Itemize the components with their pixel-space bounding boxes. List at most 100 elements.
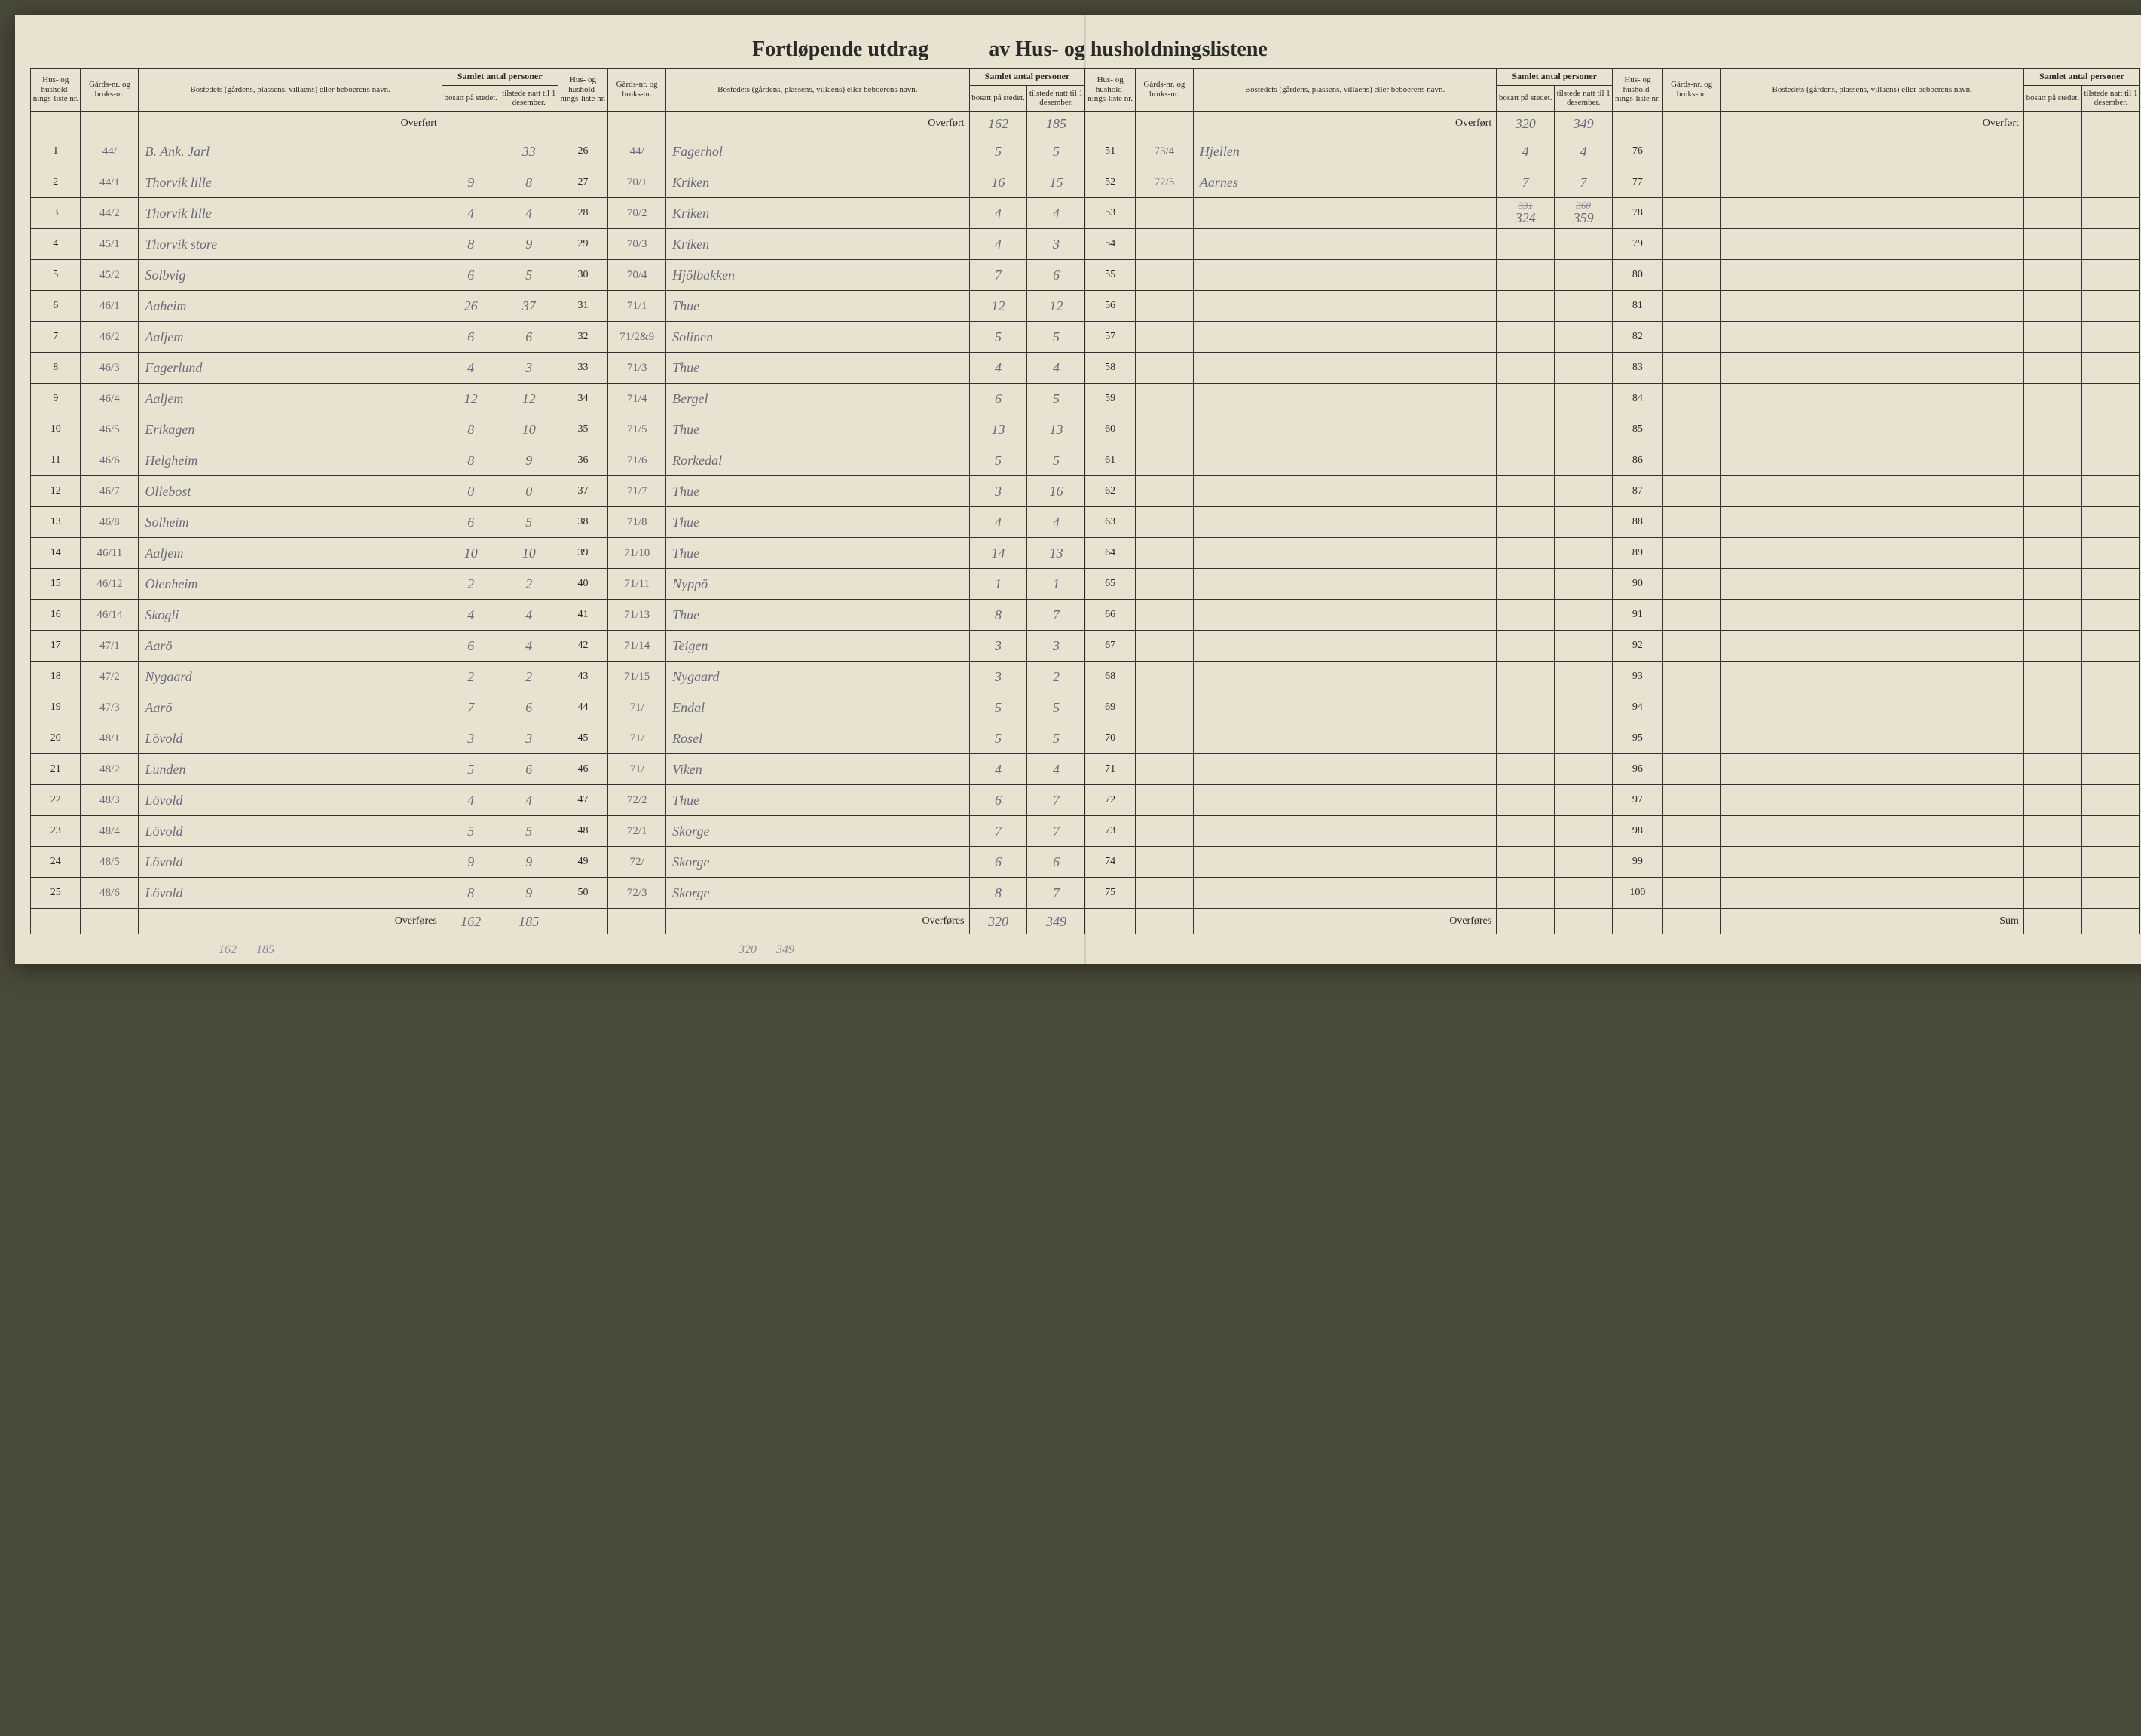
- cell-bosatt: 2: [442, 569, 500, 600]
- overfort-tilstede: 185: [1027, 112, 1085, 136]
- cell-bosatt: 6: [442, 322, 500, 353]
- cell-bosatt: [2023, 136, 2081, 167]
- row-number: 95: [1613, 723, 1662, 754]
- overfort-tilstede: [500, 112, 558, 136]
- overfores-tilstede: 185: [500, 909, 558, 935]
- row-number: 77: [1613, 167, 1662, 198]
- header-tilstede: tilstede natt til 1 desember.: [2081, 85, 2139, 111]
- row-number: 6: [31, 291, 81, 322]
- cell-bosatt: 4: [1497, 136, 1555, 167]
- row-number: 37: [558, 476, 607, 507]
- row-number: 82: [1613, 322, 1662, 353]
- row-number: 81: [1613, 291, 1662, 322]
- row-number: 68: [1085, 662, 1135, 692]
- cell-navn: [1720, 476, 2023, 507]
- cell-gards: 71/13: [608, 600, 666, 631]
- cell-tilstede: [2081, 538, 2139, 569]
- header-gards: Gårds-nr. og bruks-nr.: [608, 69, 666, 112]
- cell-bosatt: 4: [969, 507, 1027, 538]
- cell-bosatt: [1497, 476, 1555, 507]
- cell-gards: 72/: [608, 847, 666, 878]
- cell-gards: [1135, 816, 1193, 847]
- header-bosatt: bosatt på stedet.: [1497, 85, 1555, 111]
- cell-gards: [1135, 692, 1193, 723]
- cell-navn: Rorkedal: [666, 445, 969, 476]
- cell-tilstede: 16: [1027, 476, 1085, 507]
- cell-gards: [1135, 476, 1193, 507]
- cell-bosatt: 4: [969, 229, 1027, 260]
- row-number: 34: [558, 384, 607, 414]
- row-number: 48: [558, 816, 607, 847]
- row-number: 46: [558, 754, 607, 785]
- cell-gards: 47/1: [81, 631, 139, 662]
- cell-gards: 71/: [608, 692, 666, 723]
- cell-bosatt: 6: [442, 260, 500, 291]
- cell-navn: [1193, 353, 1496, 384]
- cell-gards: 44/2: [81, 198, 139, 229]
- cell-tilstede: 360359: [1555, 198, 1613, 229]
- cell-bosatt: 4: [442, 353, 500, 384]
- cell-bosatt: 7: [969, 260, 1027, 291]
- row-number: 59: [1085, 384, 1135, 414]
- cell-bosatt: [2023, 723, 2081, 754]
- cell-tilstede: 4: [500, 198, 558, 229]
- cell-bosatt: 4: [969, 198, 1027, 229]
- cell-bosatt: 10: [442, 538, 500, 569]
- cell-bosatt: [2023, 260, 2081, 291]
- cell-bosatt: 3: [969, 631, 1027, 662]
- cell-bosatt: [1497, 816, 1555, 847]
- cell-gards: 46/1: [81, 291, 139, 322]
- cell-gards: 72/1: [608, 816, 666, 847]
- cell-tilstede: 13: [1027, 414, 1085, 445]
- cell-gards: [1135, 445, 1193, 476]
- cell-bosatt: 6: [442, 507, 500, 538]
- cell-bosatt: 7: [1497, 167, 1555, 198]
- cell-navn: Viken: [666, 754, 969, 785]
- cell-bosatt: [2023, 291, 2081, 322]
- cell-gards: 71/11: [608, 569, 666, 600]
- row-number: 18: [31, 662, 81, 692]
- row-number: 91: [1613, 600, 1662, 631]
- cell-tilstede: 12: [500, 384, 558, 414]
- cell-navn: [1193, 878, 1496, 909]
- row-number: 65: [1085, 569, 1135, 600]
- cell-gards: 48/2: [81, 754, 139, 785]
- row-number: 83: [1613, 353, 1662, 384]
- overfores-bosatt: 162: [442, 909, 500, 935]
- cell-tilstede: 8: [500, 167, 558, 198]
- overfores-bosatt: [2023, 909, 2081, 935]
- cell-navn: Hjölbakken: [666, 260, 969, 291]
- row-number: 57: [1085, 322, 1135, 353]
- cell-tilstede: 6: [1027, 260, 1085, 291]
- cell-gards: [1662, 260, 1720, 291]
- cell-bosatt: 7: [969, 816, 1027, 847]
- cell-gards: 47/3: [81, 692, 139, 723]
- overfort-tilstede: [2081, 112, 2139, 136]
- cell-bosatt: 6: [969, 384, 1027, 414]
- cell-gards: [1135, 662, 1193, 692]
- row-number: 7: [31, 322, 81, 353]
- cell-navn: B. Ank. Jarl: [139, 136, 442, 167]
- header-samlet: Samlet antal personer: [1497, 69, 1613, 86]
- cell-gards: 71/5: [608, 414, 666, 445]
- cell-tilstede: 5: [1027, 384, 1085, 414]
- header-liste: Hus- og hushold-nings-liste nr.: [1613, 69, 1662, 112]
- cell-tilstede: 5: [1027, 136, 1085, 167]
- cell-gards: 47/2: [81, 662, 139, 692]
- row-number: 9: [31, 384, 81, 414]
- cell-navn: Hjellen: [1193, 136, 1496, 167]
- cell-bosatt: [2023, 816, 2081, 847]
- cell-gards: 71/7: [608, 476, 666, 507]
- cell-tilstede: 12: [1027, 291, 1085, 322]
- cell-tilstede: 7: [1027, 816, 1085, 847]
- cell-bosatt: [1497, 662, 1555, 692]
- foot-num-b2: 320: [739, 943, 757, 957]
- cell-tilstede: 9: [500, 847, 558, 878]
- cell-navn: [1720, 631, 2023, 662]
- cell-bosatt: 6: [442, 631, 500, 662]
- cell-gards: 70/2: [608, 198, 666, 229]
- cell-gards: 46/6: [81, 445, 139, 476]
- row-number: 35: [558, 414, 607, 445]
- cell-tilstede: [2081, 631, 2139, 662]
- cell-bosatt: 3: [969, 476, 1027, 507]
